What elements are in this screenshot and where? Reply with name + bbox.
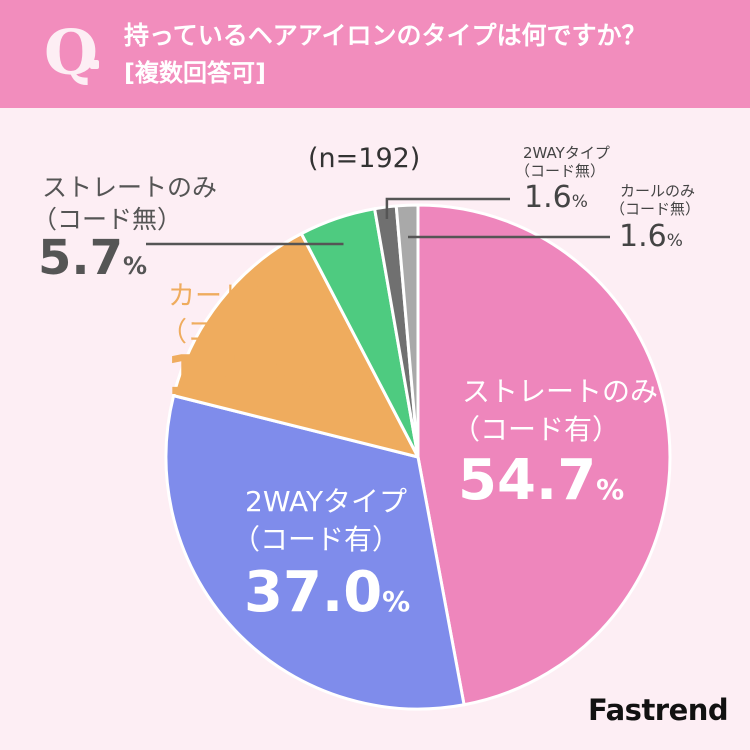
value-twoway-cordless-number: 1.6 [524,180,572,215]
value-twoway-corded: 37.0% [244,560,410,625]
value-straight-cordless-unit: % [123,252,148,280]
question-text: 持っているヘアアイロンのタイプは何ですか？ [124,21,647,50]
value-curl-corded-unit: % [299,371,326,401]
label-twoway-corded-line1: 2WAYタイプ [245,485,408,518]
value-straight-corded: 54.7% [458,448,624,513]
label-straight-corded-line1: ストレートのみ [462,375,659,408]
value-curl-cordless-unit: % [666,231,683,251]
value-straight-cordless-number: 5.7 [38,230,124,286]
label-curl-corded-line1: カールのみ [168,281,303,312]
question-note: [複数回答可] [124,59,266,87]
value-twoway-corded-unit: % [382,585,411,618]
value-curl-cordless-number: 1.6 [619,219,667,254]
question-mark-q: Q [44,16,98,89]
label-straight-cordless-line2: （コード無） [32,205,183,234]
label-twoway-cordless-line1: 2WAYタイプ [523,144,610,162]
label-curl-cordless-line1: カールのみ [620,182,696,200]
label-straight-corded-line2: （コード有） [452,413,621,446]
sample-size-label: (n=192) [308,143,421,174]
value-curl-corded-number: 15.6 [166,344,300,407]
value-straight-corded-unit: % [596,473,625,506]
label-curl-cordless-line2: （コード無） [610,200,701,218]
label-straight-cordless-line1: ストレートのみ [42,173,218,202]
brand-logo: Fastrend [588,693,729,727]
pie-slice-curl-cordless [394,203,420,459]
label-twoway-corded-line2: （コード有） [232,523,401,556]
value-curl-cordless: 1.6% [619,219,683,254]
value-curl-corded: 15.6% [166,344,325,407]
value-twoway-cordless-unit: % [571,192,588,212]
question-mark-dot [90,60,99,69]
value-twoway-cordless: 1.6% [524,180,588,215]
leader-line-twoway-cordless [385,197,510,219]
pie-slice-straight-corded [416,203,672,707]
value-straight-cordless: 5.7% [38,230,147,286]
value-straight-corded-number: 54.7 [458,448,597,513]
label-twoway-cordless-line2: （コード無） [515,162,606,180]
pie-slice-twoway-corded [164,394,466,711]
value-twoway-corded-number: 37.0 [244,560,383,625]
question-header: Q 持っているヘアアイロンのタイプは何ですか？ [複数回答可] [0,0,750,108]
label-curl-corded-line2: （コード有） [160,317,322,348]
